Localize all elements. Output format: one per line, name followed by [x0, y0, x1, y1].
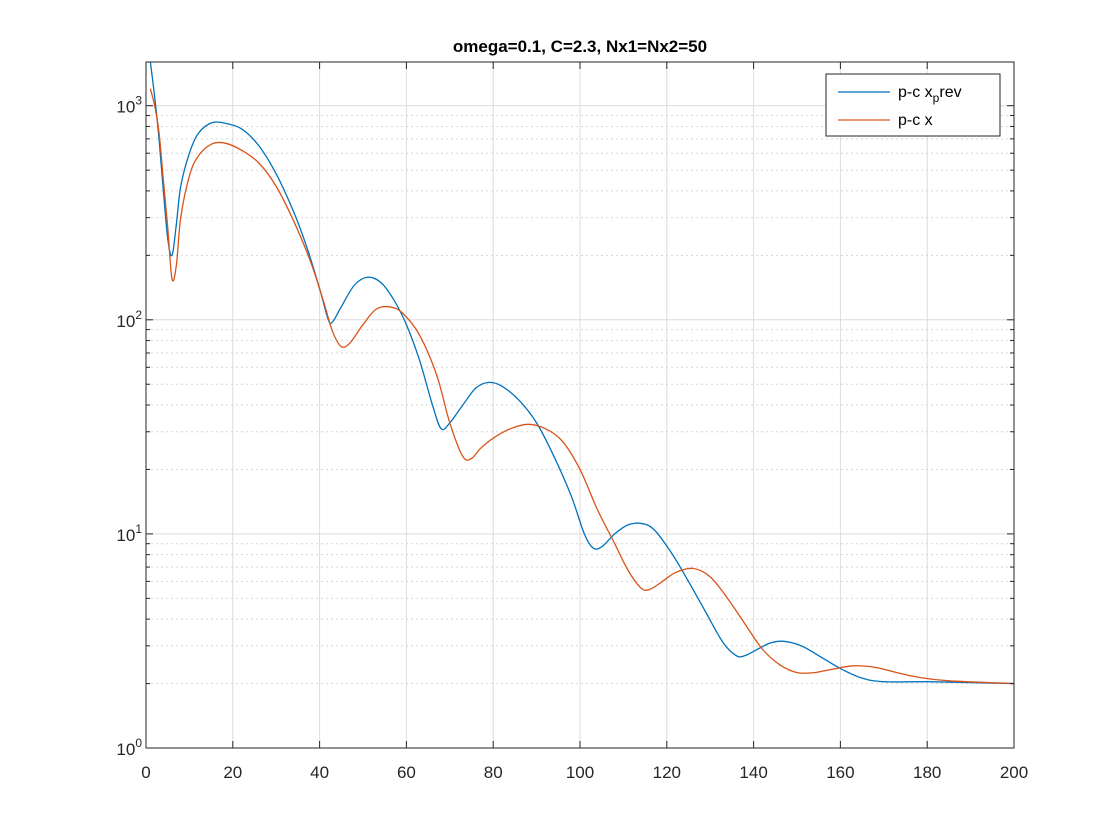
x-tick-label: 100: [566, 763, 594, 782]
legend-label: p-c x: [898, 112, 933, 129]
y-tick-exponent: 0: [135, 736, 142, 750]
x-tick-label: 40: [310, 763, 329, 782]
legend-entry-0: p-c xprev: [898, 84, 962, 105]
x-tick-label: 0: [141, 763, 150, 782]
legend-entry-1: p-c x: [898, 112, 933, 129]
x-tick-labels: 0 20 40 60 80 100 120 140 160 180 200: [141, 763, 1028, 782]
chart-title: omega=0.1, C=2.3, Nx1=Nx2=50: [453, 37, 707, 56]
legend-label: p-c x: [898, 84, 933, 101]
y-tick-label: 102: [116, 308, 142, 331]
tick-marks: [145, 62, 1015, 749]
x-tick-label: 60: [397, 763, 416, 782]
x-tick-label: 180: [913, 763, 941, 782]
y-tick-label: 103: [116, 94, 142, 117]
y-tick-exponent: 3: [135, 94, 142, 108]
series-line-0: [149, 62, 1014, 685]
x-tick-label: 80: [484, 763, 503, 782]
legend-box: [825, 73, 1001, 137]
y-tick-base: 10: [116, 526, 135, 545]
x-tick-label: 140: [739, 763, 767, 782]
x-tick-label: 20: [223, 763, 242, 782]
y-tick-exponent: 1: [135, 522, 142, 536]
x-tick-label: 160: [826, 763, 854, 782]
legend-suffix: rev: [939, 84, 961, 101]
y-tick-base: 10: [116, 98, 135, 117]
y-tick-label: 100: [116, 736, 142, 759]
x-tick-label: 120: [653, 763, 681, 782]
x-tick-label: 200: [1000, 763, 1028, 782]
series-layer: [149, 62, 1014, 685]
y-tick-label: 101: [116, 522, 142, 545]
y-tick-base: 10: [116, 312, 135, 331]
y-tick-base: 10: [116, 740, 135, 759]
series-line-1: [149, 88, 1014, 685]
legend-subscript: p: [933, 91, 940, 105]
y-tick-exponent: 2: [135, 308, 142, 322]
grid-lines: [146, 62, 1014, 748]
